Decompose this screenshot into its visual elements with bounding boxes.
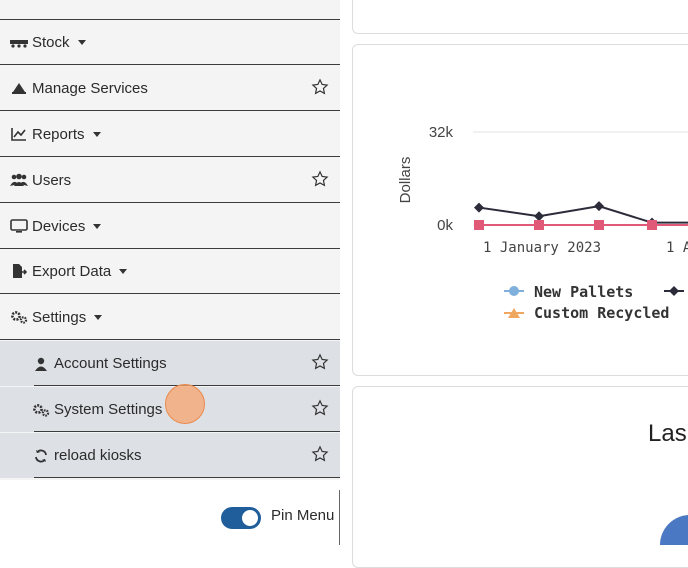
sidebar-item-reports[interactable]: Reports: [0, 112, 340, 157]
legend-swatch: [508, 308, 520, 318]
legend-swatch: [509, 286, 519, 296]
divider: [339, 490, 340, 545]
submenu-item-label: Account Settings: [54, 355, 167, 372]
chevron-down-icon: [92, 131, 101, 137]
chevron-down-icon: [93, 223, 102, 229]
x-tick-label: 1 January 2023: [483, 240, 601, 256]
legend-swatch: [669, 286, 679, 296]
line-chart-icon: [10, 126, 28, 142]
star-icon[interactable]: [311, 170, 329, 188]
divider: [34, 433, 340, 478]
gears-icon: [10, 309, 28, 325]
chart: 32k 0k Dollars 1 January 2023 1 A New Pallets…: [397, 124, 688, 322]
sidebar-item-settings[interactable]: Settings: [0, 295, 340, 340]
monitor-icon: [10, 218, 28, 234]
sidebar-item-label: Stock: [32, 33, 70, 51]
sidebar-item-label: Export Data: [32, 262, 112, 280]
x-tick-label: 1 A: [666, 240, 688, 256]
submenu-item-account-settings[interactable]: Account Settings: [0, 341, 340, 386]
legend-label: Custom Recycled: [534, 304, 669, 322]
top-card: [352, 0, 688, 34]
user-icon: [32, 356, 50, 372]
sidebar-item-devices[interactable]: Devices: [0, 204, 340, 249]
data-point: [594, 220, 604, 230]
submenu-item-reload-kiosks[interactable]: reload kiosks: [0, 433, 340, 478]
data-point: [534, 211, 544, 222]
star-icon[interactable]: [311, 78, 329, 96]
sidebar-item-label: Users: [32, 171, 72, 189]
chart-card: [352, 44, 688, 376]
y-tick-label: 0k: [437, 217, 453, 234]
y-axis-label: Dollars: [397, 157, 414, 204]
data-point: [474, 202, 484, 213]
sidebar-item-export-data[interactable]: Export Data: [0, 249, 340, 294]
bottom-card: [352, 386, 688, 568]
sidebar-item-partial[interactable]: [0, 0, 340, 20]
pin-menu-row: [0, 480, 340, 545]
sidebar-item-manage-services[interactable]: Manage Services: [0, 66, 340, 111]
y-tick-label: 32k: [429, 124, 454, 141]
chevron-down-icon: [77, 39, 86, 45]
file-export-icon: [10, 263, 28, 279]
sidebar: Stock Manage Services Reports Users Devi…: [0, 0, 340, 545]
legend-label: New Pallets: [534, 283, 633, 301]
bell-icon: [10, 80, 28, 96]
sidebar-item-label: Devices: [32, 217, 86, 235]
sidebar-item-label: Settings: [32, 308, 87, 326]
refresh-icon: [32, 448, 50, 464]
pin-menu-toggle[interactable]: [221, 507, 261, 529]
star-icon[interactable]: [311, 445, 329, 463]
sidebar-item-label: Manage Services: [32, 79, 148, 97]
users-icon: [10, 172, 28, 188]
pie-chart-partial: [660, 515, 688, 545]
star-icon[interactable]: [311, 399, 329, 417]
data-point: [647, 220, 657, 230]
toggle-knob: [242, 510, 258, 526]
truck-icon: [10, 34, 28, 50]
submenu-item-label: reload kiosks: [54, 447, 142, 464]
data-point: [474, 220, 484, 230]
star-icon[interactable]: [311, 353, 329, 371]
divider: [34, 387, 340, 432]
data-point: [594, 201, 604, 212]
click-indicator: [165, 384, 205, 424]
chevron-down-icon: [94, 314, 103, 320]
gears-icon: [32, 402, 50, 418]
submenu-item-label: System Settings: [54, 401, 163, 418]
chevron-down-icon: [119, 268, 128, 274]
sidebar-item-label: Reports: [32, 125, 85, 143]
pin-menu-label: Pin Menu: [271, 507, 335, 524]
sidebar-item-users[interactable]: Users: [0, 158, 340, 203]
sidebar-item-stock[interactable]: Stock: [0, 20, 340, 65]
data-point: [534, 220, 544, 230]
bottom-card-title: Las: [648, 420, 687, 447]
